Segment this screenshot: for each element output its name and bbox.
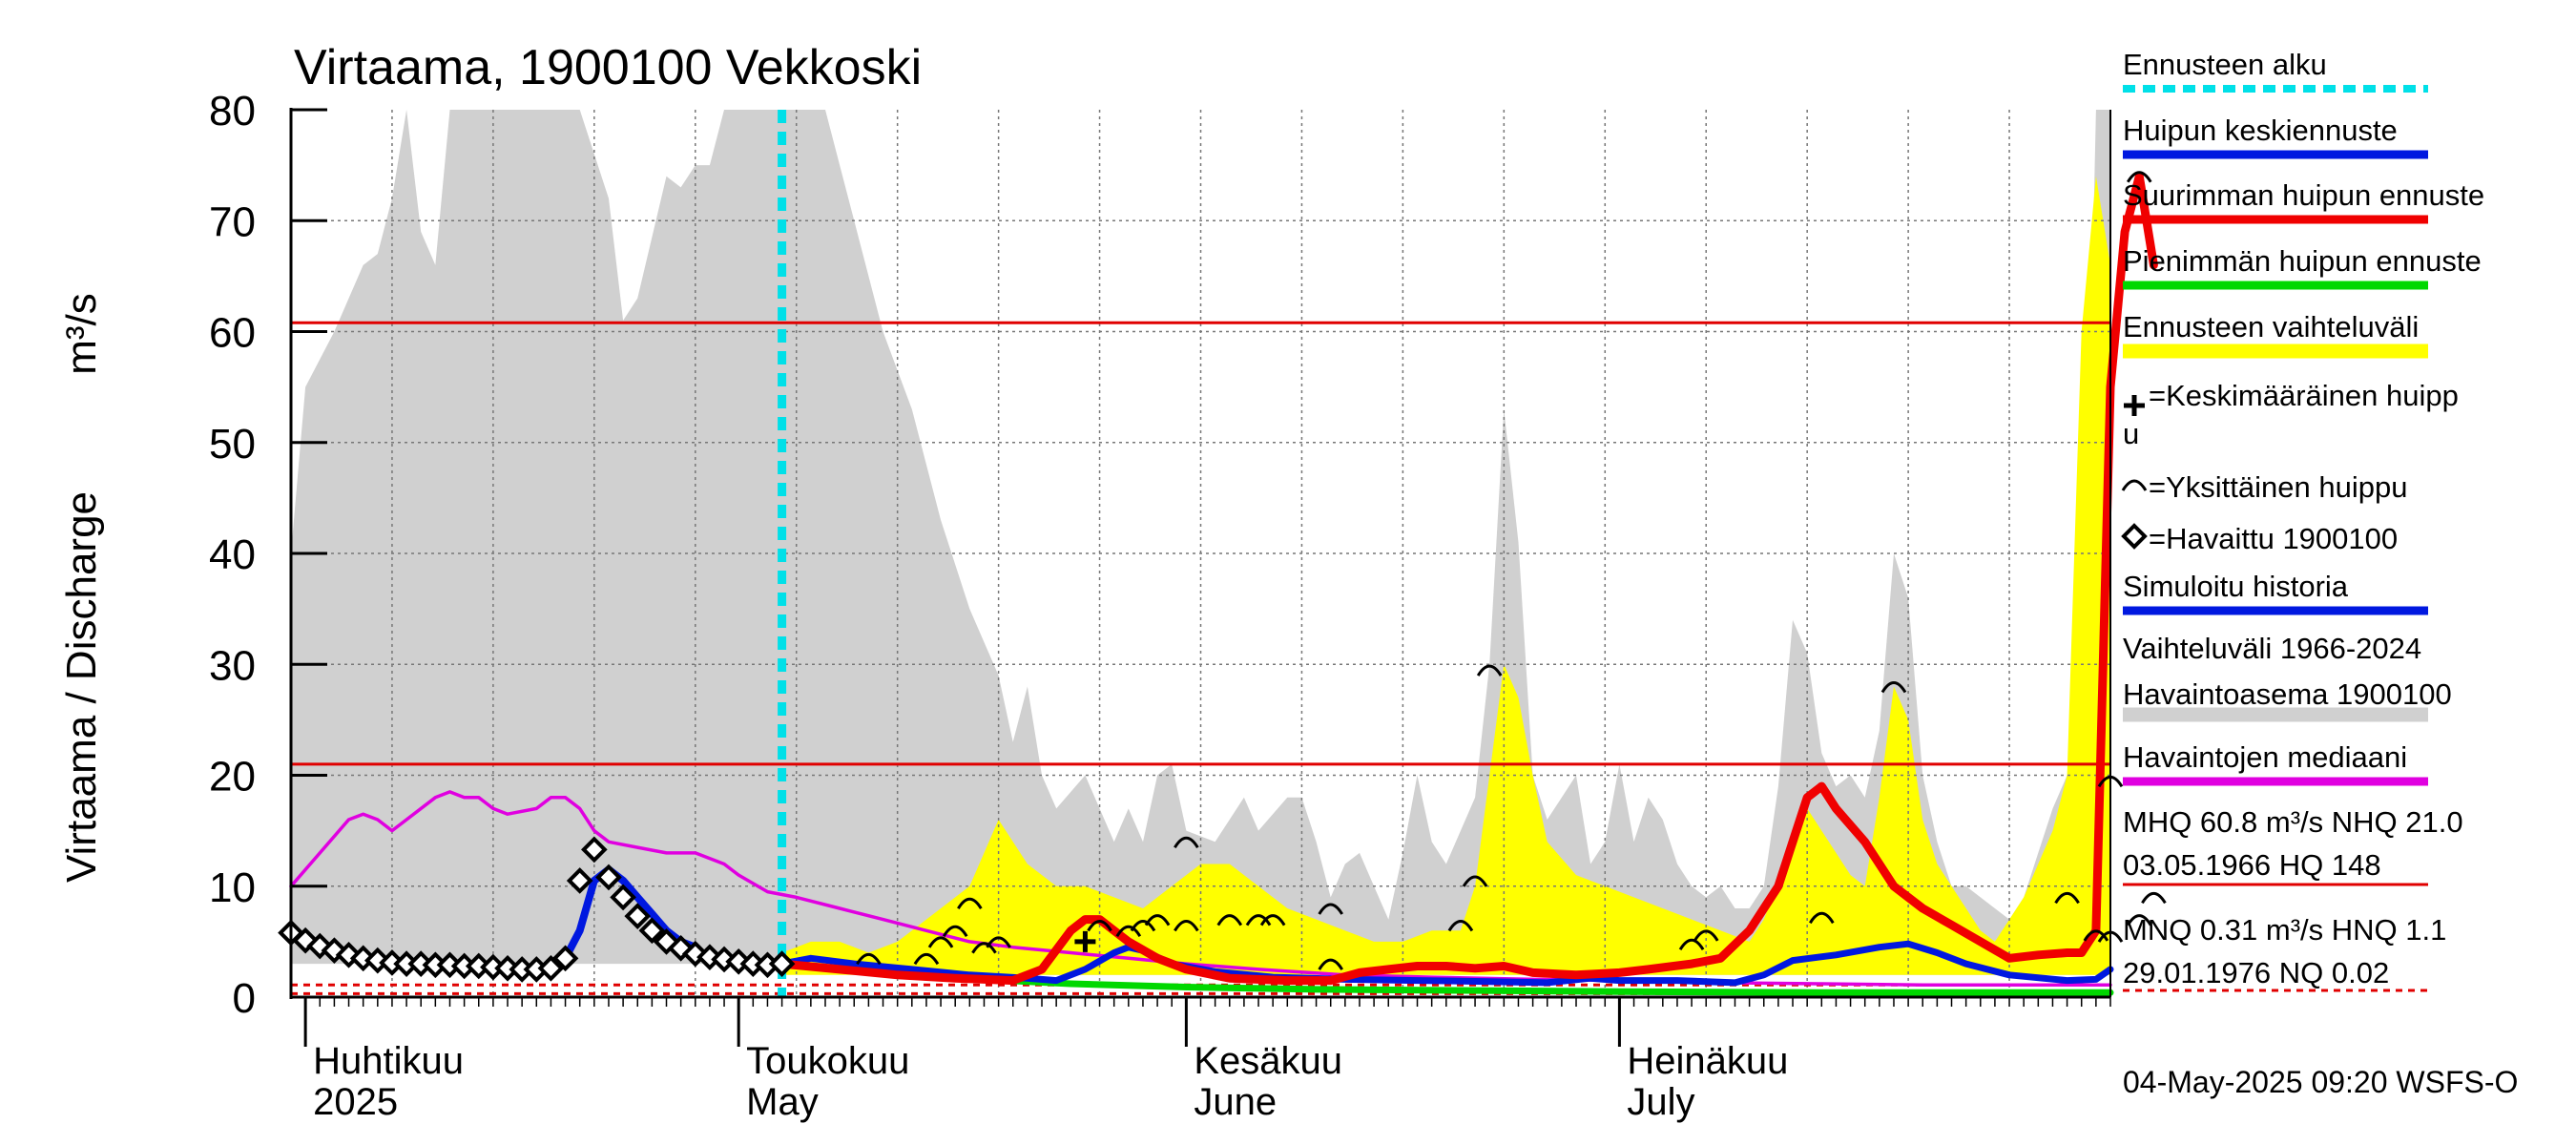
y-tick-label: 50 [209, 421, 256, 468]
legend: Ennusteen alku Huipun keskiennuste Suurimm… [2121, 48, 2484, 992]
observed-marker [624, 903, 652, 929]
legend-label: Vaihteluväli 1966-2024 [2123, 632, 2421, 665]
legend-label: Suurimman huipun ennuste [2123, 178, 2484, 212]
single-peak-marker [2054, 891, 2080, 905]
legend-label-line2: 29.01.1976 NQ 0.02 [2123, 956, 2389, 989]
observed-marker [566, 867, 593, 894]
legend-label: =Yksittäinen huippu [2149, 470, 2407, 504]
legend-label: Havaintojen mediaani [2123, 740, 2407, 774]
grid-lines [291, 110, 2110, 997]
x-month-label: Toukokuu [746, 1040, 909, 1082]
legend-label: Huipun keskiennuste [2123, 114, 2398, 147]
single-peak-marker [1130, 919, 1156, 932]
legend-label-line2: u [2123, 417, 2139, 450]
series-lines [289, 172, 2158, 996]
series-suurimman-huipun-ennuste [778, 172, 2158, 986]
single-peak-marker [1087, 919, 1112, 932]
y-axis-label-group: Virtaama / Discharge [58, 491, 105, 883]
legend-symbol-single-peak [2121, 479, 2148, 491]
single-peak-marker [971, 942, 997, 954]
single-peak-marker [1693, 929, 1719, 942]
single-peak-marker [2083, 929, 2109, 942]
x-month-sublabel: May [746, 1081, 819, 1123]
x-month-sublabel: June [1194, 1081, 1277, 1123]
legend-symbol-observed [2121, 523, 2148, 550]
legend-symbol-mean-peak [2124, 395, 2145, 416]
observed-marker [537, 954, 565, 982]
y-tick-label: 60 [209, 310, 256, 357]
single-peak-marker [986, 936, 1011, 948]
x-month-sublabel: July [1627, 1081, 1694, 1123]
y-tick-label: 20 [209, 754, 256, 801]
single-peak-marker [1476, 664, 1503, 677]
observed-marker [595, 864, 622, 891]
series-huipun-keskiennuste [779, 940, 2114, 987]
legend-label-line2: 03.05.1966 HQ 148 [2123, 848, 2381, 882]
single-peak-marker [1809, 911, 1835, 925]
observed-marker [638, 917, 666, 945]
legend-label-line2: Havaintoasema 1900100 [2123, 677, 2452, 711]
y-tick-label: 40 [209, 531, 256, 578]
single-peak-marker [942, 925, 968, 938]
legend-label: =Keskimääräinen huipp [2149, 379, 2459, 412]
x-month-label: Huhtikuu [313, 1040, 464, 1082]
y-tick-label: 10 [209, 864, 256, 911]
single-peak-marker [2126, 171, 2152, 183]
chart-title: Virtaama, 1900100 Vekkoski [294, 40, 922, 95]
observed-marker [768, 950, 796, 977]
legend-label: Pienimmän huipun ennuste [2123, 244, 2482, 278]
single-peak-marker [1115, 925, 1142, 938]
single-peak-marker [1318, 958, 1343, 970]
series-havaintojen-mediaani [289, 790, 2112, 987]
single-peak-marker [957, 897, 983, 909]
legend-label: MHQ 60.8 m³/s NHQ 21.0 [2123, 805, 2463, 839]
y-axis-unit: m³/s [58, 293, 105, 375]
single-peak-marker [1678, 938, 1705, 951]
single-peak-marker [1245, 914, 1272, 926]
y-axis-unit-group: m³/s [58, 293, 105, 375]
observed-marker [581, 836, 608, 864]
single-peak-marker [1174, 919, 1199, 932]
y-axis-label: Virtaama / Discharge [58, 491, 105, 883]
legend-label: Ennusteen alku [2123, 48, 2327, 81]
y-tick-label: 80 [209, 88, 256, 135]
y-tick-label: 30 [209, 642, 256, 689]
single-peak-marker [1216, 914, 1243, 926]
footer-timestamp: 04-May-2025 09:20 WSFS-O [2123, 1065, 2518, 1099]
point-markers [278, 171, 2167, 983]
legend-label: MNQ 0.31 m³/s HNQ 1.1 [2123, 913, 2446, 947]
band-vaihteluv-li-1966-2024-havaintoasema-1900100 [291, 110, 2110, 975]
single-peak-marker [1174, 836, 1199, 849]
legend-label: Ennusteen vaihteluväli [2123, 310, 2419, 344]
mean-peak-marker [1074, 930, 1096, 952]
single-peak-marker [2141, 891, 2167, 905]
single-peak-marker [913, 952, 940, 966]
single-peak-marker [1880, 681, 1907, 694]
range-bands [291, 110, 2110, 975]
observed-marker [551, 945, 579, 972]
x-month-label: Kesäkuu [1194, 1040, 1342, 1082]
x-month-label: Heinäkuu [1627, 1040, 1788, 1082]
single-peak-marker [2126, 914, 2152, 926]
single-peak-marker [1259, 914, 1286, 926]
single-peak-marker [927, 936, 954, 948]
single-peak-marker [1144, 914, 1171, 926]
single-peak-marker [856, 952, 882, 966]
legend-label: =Havaittu 1900100 [2149, 522, 2398, 555]
y-tick-label: 70 [209, 198, 256, 245]
single-peak-marker [1462, 875, 1488, 887]
single-peak-marker [1318, 903, 1343, 915]
observed-marker [610, 884, 636, 911]
legend-label: Simuloitu historia [2123, 570, 2349, 603]
x-month-sublabel: 2025 [313, 1081, 398, 1123]
single-peak-marker [1447, 919, 1474, 932]
y-tick-label: 0 [233, 975, 256, 1022]
